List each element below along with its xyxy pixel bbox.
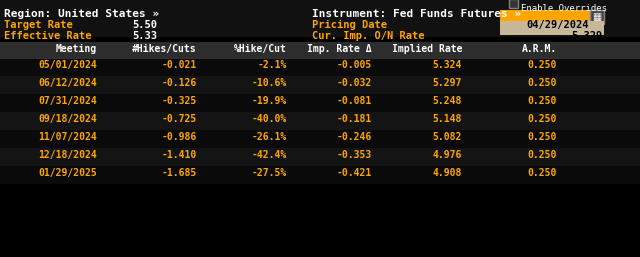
Bar xyxy=(0,42,640,58)
Bar xyxy=(0,112,640,130)
Text: 0.250: 0.250 xyxy=(527,150,557,160)
Text: 0.250: 0.250 xyxy=(527,132,557,142)
Bar xyxy=(0,58,640,76)
Text: 4.908: 4.908 xyxy=(433,168,462,178)
Text: Region: United States »: Region: United States » xyxy=(4,9,159,19)
Text: -1.410: -1.410 xyxy=(162,150,197,160)
Text: 5.248: 5.248 xyxy=(433,96,462,106)
Text: -0.032: -0.032 xyxy=(337,78,372,88)
Text: ▦: ▦ xyxy=(593,12,602,22)
Text: 0.250: 0.250 xyxy=(527,78,557,88)
Bar xyxy=(0,76,640,94)
Text: Enable Overrides: Enable Overrides xyxy=(521,4,607,13)
Text: 0.250: 0.250 xyxy=(527,60,557,70)
Text: Imp. Rate Δ: Imp. Rate Δ xyxy=(307,44,372,54)
Text: 01/29/2025: 01/29/2025 xyxy=(38,168,97,178)
Bar xyxy=(509,0,518,8)
Text: -0.725: -0.725 xyxy=(162,114,197,124)
Text: 0.250: 0.250 xyxy=(527,168,557,178)
Bar xyxy=(590,10,604,24)
Text: 07/31/2024: 07/31/2024 xyxy=(38,96,97,106)
Text: 0.250: 0.250 xyxy=(527,96,557,106)
Text: -26.1%: -26.1% xyxy=(252,132,287,142)
Text: -0.353: -0.353 xyxy=(337,150,372,160)
Text: Target Rate: Target Rate xyxy=(4,20,73,30)
Text: 09/18/2024: 09/18/2024 xyxy=(38,114,97,124)
Text: Effective Rate: Effective Rate xyxy=(4,31,92,41)
Bar xyxy=(0,130,640,148)
Text: Instrument: Fed Funds Futures »: Instrument: Fed Funds Futures » xyxy=(312,9,521,19)
Bar xyxy=(0,0,640,37)
Text: -0.005: -0.005 xyxy=(337,60,372,70)
Text: Meeting: Meeting xyxy=(56,44,97,54)
Text: -0.246: -0.246 xyxy=(337,132,372,142)
Text: 5.148: 5.148 xyxy=(433,114,462,124)
Text: -0.986: -0.986 xyxy=(162,132,197,142)
Text: 5.324: 5.324 xyxy=(433,60,462,70)
Text: -42.4%: -42.4% xyxy=(252,150,287,160)
Bar xyxy=(500,21,604,35)
Text: 5.297: 5.297 xyxy=(433,78,462,88)
Text: 0.250: 0.250 xyxy=(527,114,557,124)
Text: -19.9%: -19.9% xyxy=(252,96,287,106)
Bar xyxy=(0,166,640,184)
Text: %Hike/Cut: %Hike/Cut xyxy=(234,44,287,54)
Text: 5.082: 5.082 xyxy=(433,132,462,142)
Text: 05/01/2024: 05/01/2024 xyxy=(38,60,97,70)
Text: Implied Rate: Implied Rate xyxy=(392,44,462,54)
Text: 04/29/2024: 04/29/2024 xyxy=(527,20,589,30)
Text: -10.6%: -10.6% xyxy=(252,78,287,88)
Bar xyxy=(500,10,590,24)
Text: -40.0%: -40.0% xyxy=(252,114,287,124)
Text: -0.325: -0.325 xyxy=(162,96,197,106)
Text: -0.421: -0.421 xyxy=(337,168,372,178)
Text: 4.976: 4.976 xyxy=(433,150,462,160)
Text: A.R.M.: A.R.M. xyxy=(522,44,557,54)
Text: -27.5%: -27.5% xyxy=(252,168,287,178)
Text: #Hikes/Cuts: #Hikes/Cuts xyxy=(132,44,197,54)
Bar xyxy=(0,94,640,112)
Text: Pricing Date: Pricing Date xyxy=(312,20,387,30)
Text: -0.181: -0.181 xyxy=(337,114,372,124)
Text: -2.1%: -2.1% xyxy=(258,60,287,70)
Text: -0.081: -0.081 xyxy=(337,96,372,106)
Bar xyxy=(0,148,640,166)
Text: 11/07/2024: 11/07/2024 xyxy=(38,132,97,142)
Text: 5.33: 5.33 xyxy=(132,31,157,41)
Text: 5.329: 5.329 xyxy=(572,31,603,41)
Text: Cur. Imp. O/N Rate: Cur. Imp. O/N Rate xyxy=(312,31,424,41)
Text: 12/18/2024: 12/18/2024 xyxy=(38,150,97,160)
Text: 5.50: 5.50 xyxy=(132,20,157,30)
Text: -0.126: -0.126 xyxy=(162,78,197,88)
Text: -1.685: -1.685 xyxy=(162,168,197,178)
Text: -0.021: -0.021 xyxy=(162,60,197,70)
Text: 06/12/2024: 06/12/2024 xyxy=(38,78,97,88)
